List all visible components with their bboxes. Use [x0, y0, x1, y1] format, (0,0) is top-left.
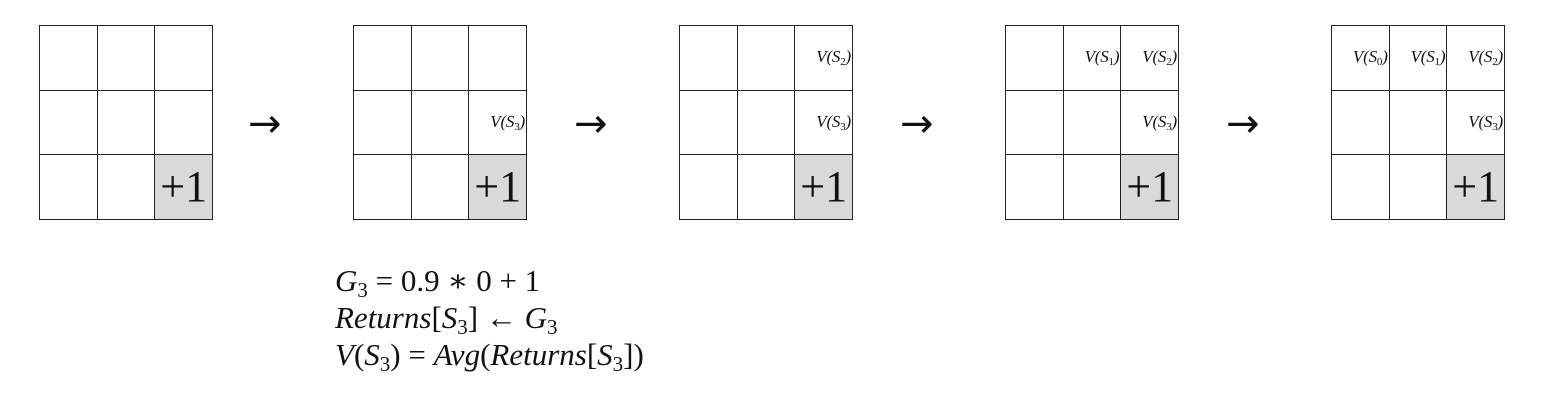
reward-label: +1 — [1126, 162, 1174, 212]
grid-cell — [155, 90, 213, 156]
goal-cell: +1 — [155, 155, 213, 220]
reward-label: +1 — [474, 162, 522, 212]
grid-cell: V(S3) — [1121, 90, 1179, 156]
grid-cell — [737, 155, 796, 220]
grid-cell — [737, 90, 796, 156]
grid-cell: V(S2) — [795, 26, 853, 91]
state-value-label: V(S1) — [1410, 47, 1446, 69]
reward-label: +1 — [160, 162, 208, 212]
state-value-label: V(S3) — [1142, 111, 1177, 133]
grid-cell — [1006, 26, 1064, 91]
grid-cell — [411, 90, 470, 156]
grid-cell — [1332, 155, 1390, 220]
grid-cell — [97, 26, 156, 91]
state-value-label: V(S2) — [816, 47, 851, 69]
gridworld-4: V(S1) V(S2) V(S3) +1 — [1005, 25, 1179, 220]
reward-label: +1 — [800, 162, 848, 212]
grid-cell — [40, 155, 98, 220]
gridworld-5: V(S0) V(S1) V(S2) V(S3) +1 — [1331, 25, 1505, 220]
state-value-label: V(S3) — [490, 111, 525, 133]
transition-arrow-1: → — [248, 101, 282, 147]
state-value-label: V(S2) — [1142, 47, 1177, 69]
equation-return: G3 = 0.9 ∗ 0 + 1 — [335, 263, 541, 302]
grid-cell — [40, 26, 98, 91]
goal-cell: +1 — [1447, 155, 1505, 220]
grid-cell: V(S2) — [1447, 26, 1505, 91]
grid-cell — [1063, 155, 1122, 220]
grid-cell — [354, 26, 412, 91]
grid-cell: V(S3) — [795, 90, 853, 156]
grid-cell — [1006, 90, 1064, 156]
gridworld-3: V(S2) V(S3) +1 — [679, 25, 853, 220]
grid-cell — [680, 155, 738, 220]
grid-cell — [1006, 155, 1064, 220]
gridworld-2: V(S3) +1 — [353, 25, 527, 220]
grid-cell: V(S3) — [1447, 90, 1505, 156]
state-value-label: V(S0) — [1352, 47, 1388, 69]
grid-cell: V(S1) — [1063, 26, 1122, 91]
state-value-label: V(S1) — [1084, 47, 1120, 69]
grid-cell: V(S1) — [1389, 26, 1448, 91]
transition-arrow-3: → — [900, 101, 934, 147]
state-value-label: V(S3) — [1468, 111, 1503, 133]
grid-cell: V(S2) — [1121, 26, 1179, 91]
grid-cell: V(S0) — [1332, 26, 1390, 91]
grid-cell — [737, 26, 796, 91]
grid-cell — [411, 26, 470, 91]
state-value-label: V(S2) — [1468, 47, 1503, 69]
grid-cell — [97, 155, 156, 220]
grid-cell — [680, 26, 738, 91]
grid-cell — [680, 90, 738, 156]
reward-label: +1 — [1452, 162, 1500, 212]
transition-arrow-4: → — [1226, 101, 1260, 147]
grid-cell — [155, 26, 213, 91]
gridworld-1: +1 — [39, 25, 213, 220]
state-value-label: V(S3) — [816, 111, 851, 133]
grid-cell — [1063, 90, 1122, 156]
grid-cell — [1389, 90, 1448, 156]
grid-cell — [411, 155, 470, 220]
grid-cell: V(S3) — [469, 90, 527, 156]
goal-cell: +1 — [1121, 155, 1179, 220]
grid-cell — [40, 90, 98, 156]
grid-cell — [1332, 90, 1390, 156]
goal-cell: +1 — [795, 155, 853, 220]
grid-cell — [1389, 155, 1448, 220]
equation-value-average: V(S3) = Avg(Returns[S3]) — [335, 337, 644, 376]
grid-cell — [97, 90, 156, 156]
update-equations: G3 = 0.9 ∗ 0 + 1 Returns[S3] ← G3 V(S3) … — [335, 262, 644, 376]
goal-cell: +1 — [469, 155, 527, 220]
transition-arrow-2: → — [574, 101, 608, 147]
grid-cell — [469, 26, 527, 91]
grid-cell — [354, 155, 412, 220]
grid-cell — [354, 90, 412, 156]
equation-append-return: Returns[S3] ← G3 — [335, 300, 558, 339]
